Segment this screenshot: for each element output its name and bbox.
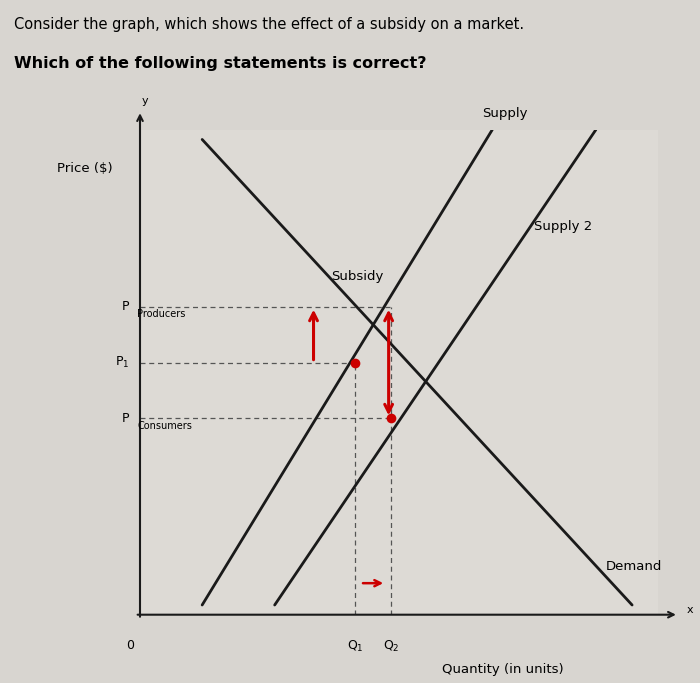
Text: Supply: Supply [482,107,527,120]
Text: y: y [142,96,148,106]
Text: P: P [122,412,130,425]
Text: x: x [687,605,693,615]
Text: 0: 0 [125,639,134,652]
Text: Consumers: Consumers [137,421,193,431]
Text: Q$_2$: Q$_2$ [383,639,400,654]
Text: Which of the following statements is correct?: Which of the following statements is cor… [14,56,426,71]
Text: Demand: Demand [606,559,663,573]
Text: Quantity (in units): Quantity (in units) [442,663,564,676]
Text: Consider the graph, which shows the effect of a subsidy on a market.: Consider the graph, which shows the effe… [14,17,524,32]
Text: Producers: Producers [137,309,186,319]
Text: P$_1$: P$_1$ [116,355,130,370]
Text: Price ($): Price ($) [57,162,113,175]
Text: Q$_1$: Q$_1$ [346,639,363,654]
Text: Supply 2: Supply 2 [533,220,592,234]
Text: Subsidy: Subsidy [331,270,384,283]
Text: P: P [122,301,130,313]
